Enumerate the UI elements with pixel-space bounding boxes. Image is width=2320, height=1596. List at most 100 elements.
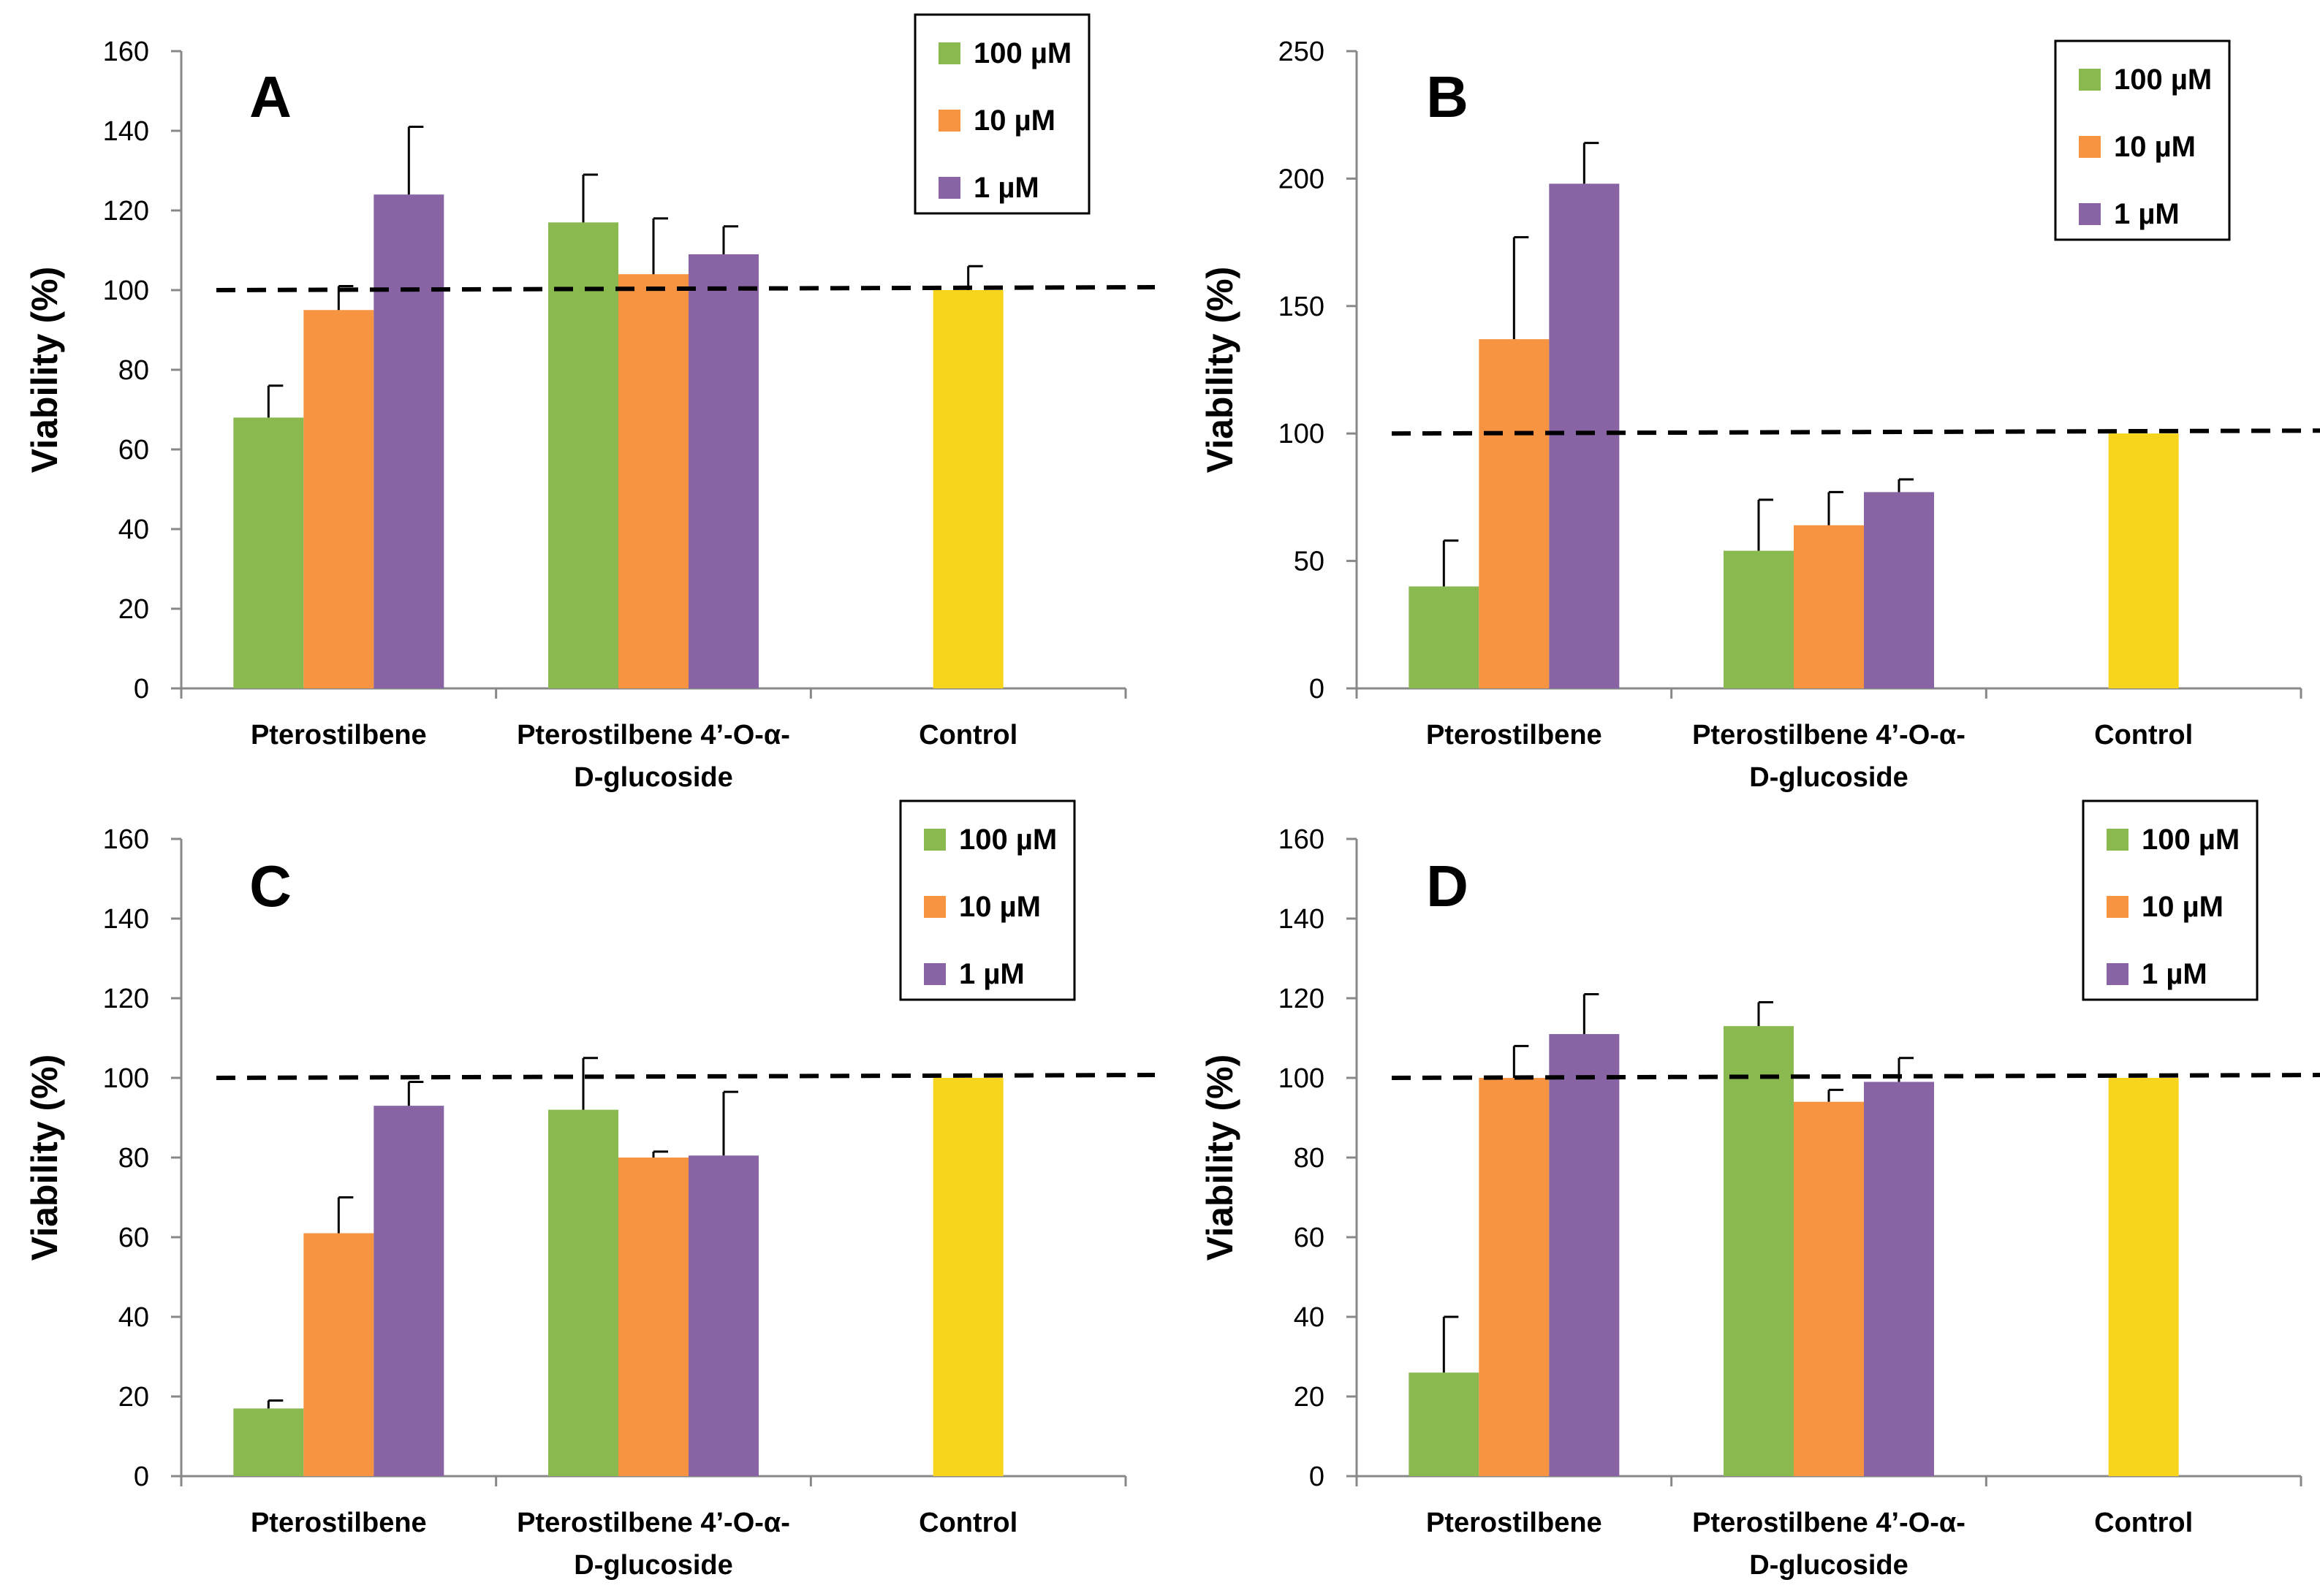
- y-tick-label: 40: [1294, 1302, 1324, 1333]
- y-tick-label: 80: [1294, 1143, 1324, 1174]
- bar-10-m: [303, 310, 374, 688]
- y-axis-title: Viability (%): [24, 267, 65, 473]
- panel-letter: C: [249, 854, 292, 919]
- y-axis-title: Viability (%): [1199, 267, 1240, 473]
- legend-label: 1 µM: [959, 958, 1025, 990]
- bar-10-m: [1794, 525, 1864, 688]
- reference-line: [216, 1073, 1156, 1080]
- x-category-label: D-glucoside: [1749, 1550, 1908, 1581]
- y-tick-label: 140: [103, 116, 149, 147]
- bar-100-m: [548, 222, 618, 689]
- bar-1-m: [1864, 1082, 1934, 1476]
- legend-swatch: [939, 177, 960, 199]
- chart-panel-a: 0 20 40 60 80 100 120 140 160 Viability (%) Pteros…: [24, 13, 1156, 793]
- bar-100-m: [1724, 550, 1794, 688]
- bar-control: [933, 1078, 1004, 1476]
- y-tick-label: 150: [1278, 292, 1324, 322]
- bar-10-m: [1479, 1078, 1550, 1476]
- legend-label: 100 µM: [959, 824, 1057, 856]
- legend-swatch: [924, 896, 946, 918]
- legend-label: 100 µM: [2142, 824, 2240, 856]
- reference-line: [1391, 428, 2320, 436]
- x-category-label: D-glucoside: [574, 1550, 732, 1581]
- bar-control: [933, 290, 1004, 688]
- x-category-label: Pterostilbene 4’-O-α-: [1692, 720, 1965, 750]
- bar-1-m: [689, 254, 759, 688]
- legend-label: 1 µM: [2114, 198, 2180, 230]
- y-tick-label: 0: [1309, 674, 1324, 704]
- bar-100-m: [1409, 1372, 1479, 1476]
- y-tick-label: 120: [1278, 984, 1324, 1014]
- y-tick-label: 40: [118, 514, 149, 545]
- y-tick-label: 0: [134, 1462, 149, 1492]
- x-category-label: Control: [919, 1508, 1017, 1538]
- y-axis-title: Viability (%): [1199, 1054, 1240, 1261]
- y-tick-label: 60: [118, 435, 149, 466]
- x-category-label: D-glucoside: [574, 762, 732, 793]
- bar-100-m: [233, 1408, 304, 1476]
- y-tick-label: 160: [103, 37, 149, 67]
- y-tick-label: 140: [1278, 904, 1324, 935]
- bar-100-m: [548, 1109, 618, 1476]
- legend-swatch: [924, 963, 946, 985]
- legend-swatch: [2079, 69, 2101, 91]
- y-tick-label: 200: [1278, 164, 1324, 194]
- x-category-label: Pterostilbene 4’-O-α-: [1692, 1508, 1965, 1538]
- chart-panel-b: 0 50 100 150 200 250 Viability (%) Pterostilben…: [1199, 37, 2320, 793]
- y-axis-title: Viability (%): [24, 1054, 65, 1261]
- legend-swatch: [939, 110, 960, 132]
- bar-control: [2108, 1078, 2179, 1476]
- bar-10-m: [1479, 339, 1550, 688]
- bar-10-m: [618, 274, 689, 688]
- x-category-label: Pterostilbene: [1426, 720, 1602, 750]
- x-category-label: Pterostilbene: [251, 720, 427, 750]
- y-tick-label: 160: [103, 824, 149, 855]
- bar-control: [2108, 433, 2179, 688]
- y-tick-label: 100: [103, 276, 149, 306]
- y-tick-label: 50: [1294, 547, 1324, 577]
- legend-label: 100 µM: [974, 37, 1072, 69]
- panel-letter: A: [249, 64, 292, 129]
- y-tick-label: 80: [118, 1143, 149, 1174]
- x-category-label: Pterostilbene: [1426, 1508, 1602, 1538]
- bar-1-m: [374, 194, 444, 688]
- bar-10-m: [1794, 1101, 1864, 1476]
- y-tick-label: 160: [1278, 824, 1324, 855]
- bar-1-m: [689, 1155, 759, 1476]
- legend-label: 10 µM: [2142, 891, 2224, 923]
- legend-swatch: [2107, 963, 2128, 985]
- y-tick-label: 140: [103, 904, 149, 935]
- legend-label: 10 µM: [974, 104, 1055, 137]
- reference-line: [1391, 1073, 2320, 1080]
- legend-swatch: [2107, 896, 2128, 918]
- legend-swatch: [2079, 136, 2101, 158]
- panel-letter: D: [1426, 854, 1468, 919]
- chart-panel-d: 0 20 40 60 80 100 120 140 160 Viability (%) Pteros…: [1199, 799, 2320, 1581]
- y-tick-label: 60: [118, 1223, 149, 1253]
- x-category-label: Control: [2094, 1508, 2193, 1538]
- x-category-label: Pterostilbene: [251, 1508, 427, 1538]
- bar-10-m: [618, 1158, 689, 1476]
- bar-10-m: [303, 1233, 374, 1476]
- bar-100-m: [1409, 586, 1479, 688]
- y-tick-label: 250: [1278, 37, 1324, 67]
- legend-label: 10 µM: [959, 891, 1041, 923]
- y-tick-label: 120: [103, 984, 149, 1014]
- reference-line: [216, 285, 1156, 292]
- legend-label: 10 µM: [2114, 131, 2196, 163]
- legend-label: 1 µM: [974, 172, 1039, 204]
- y-tick-label: 0: [1309, 1462, 1324, 1492]
- y-tick-label: 20: [1294, 1382, 1324, 1413]
- y-tick-label: 100: [1278, 419, 1324, 449]
- bar-100-m: [233, 417, 304, 688]
- bar-1-m: [1549, 183, 1620, 689]
- y-tick-label: 40: [118, 1302, 149, 1333]
- x-category-label: Pterostilbene 4’-O-α-: [517, 720, 790, 750]
- x-category-label: Pterostilbene 4’-O-α-: [517, 1508, 790, 1538]
- x-category-label: Control: [919, 720, 1017, 750]
- legend-swatch: [2079, 203, 2101, 225]
- y-tick-label: 20: [118, 1382, 149, 1413]
- bar-1-m: [374, 1106, 444, 1476]
- y-tick-label: 120: [103, 196, 149, 227]
